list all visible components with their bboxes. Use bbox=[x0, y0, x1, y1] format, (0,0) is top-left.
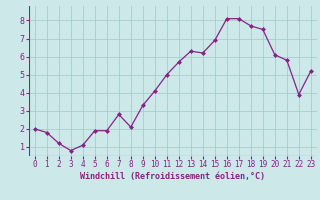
X-axis label: Windchill (Refroidissement éolien,°C): Windchill (Refroidissement éolien,°C) bbox=[80, 172, 265, 181]
